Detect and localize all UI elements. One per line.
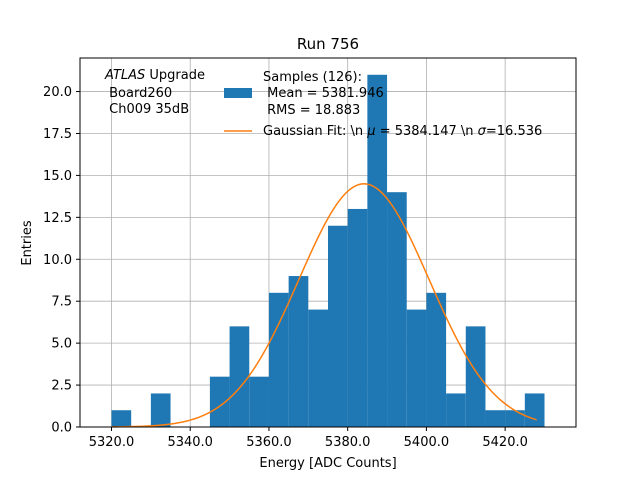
histogram-bar	[150, 393, 171, 427]
legend-fit-prefix: Gaussian Fit: \n	[263, 124, 367, 139]
y-tick-label: 0.0	[51, 421, 72, 436]
histogram-bar	[209, 376, 230, 427]
chart-title: Run 756	[297, 35, 359, 53]
legend-fit-mu-symbol: μ	[366, 124, 375, 139]
y-tick-label: 2.5	[51, 379, 72, 394]
y-tick-label: 7.5	[51, 295, 72, 310]
annotation-channel: Ch009 35dB	[105, 102, 189, 117]
x-tick-label: 5320.0	[89, 435, 135, 450]
y-tick-label: 20.0	[43, 85, 72, 100]
histogram-bar	[446, 393, 466, 427]
histogram-bar	[465, 326, 486, 427]
legend-rms: RMS = 18.883	[263, 103, 360, 118]
annotation-board: Board260	[105, 86, 172, 101]
histogram-bar	[387, 192, 407, 427]
y-tick-label: 12.5	[43, 211, 72, 226]
legend-fit-sigma-symbol: σ	[478, 124, 487, 139]
histogram-bar	[308, 309, 328, 427]
x-tick-label: 5380.0	[325, 435, 371, 450]
svg-text:ATLAS Upgrade: ATLAS Upgrade	[104, 68, 205, 83]
x-tick-label: 5400.0	[404, 435, 450, 450]
y-tick-label: 5.0	[51, 337, 72, 352]
legend: Samples (126): Mean = 5381.946 RMS = 18.…	[224, 70, 542, 139]
legend-fit-mu: = 5384.147 \n	[376, 124, 478, 139]
legend-mean: Mean = 5381.946	[263, 86, 384, 101]
histogram-bar	[288, 276, 309, 427]
x-tick-label: 5420.0	[482, 435, 528, 450]
histogram-bar	[328, 225, 348, 427]
legend-samples: Samples (126):	[263, 70, 362, 85]
histogram-bar	[485, 410, 506, 427]
plot-frame	[79, 57, 577, 428]
y-tick-label: 15.0	[43, 169, 72, 184]
svg-text:Gaussian Fit: \n μ = 5384.147: Gaussian Fit: \n μ = 5384.147 \n σ=16.53…	[263, 124, 542, 139]
annotation-upgrade: Upgrade	[145, 68, 205, 83]
histogram-bar	[426, 292, 447, 427]
histogram-bar	[406, 309, 427, 427]
y-tick-label: 17.5	[43, 127, 72, 142]
histogram-bar	[229, 326, 250, 427]
histogram-bar	[347, 208, 368, 427]
histogram-bars	[111, 74, 545, 427]
x-tick-label: 5340.0	[167, 435, 213, 450]
x-ticks: 5320.0 5340.0 5360.0 5380.0 5400.0 5420.0	[89, 427, 528, 450]
histogram-bar	[268, 292, 289, 427]
grid	[80, 58, 576, 428]
annotation-atlas: ATLAS	[104, 68, 145, 83]
y-ticks: 0.0 2.5 5.0 7.5 10.0 12.5 15.0 17.5 20.0	[43, 85, 80, 436]
histogram-bar	[111, 410, 132, 427]
atlas-annotation: ATLAS Upgrade Board260 Ch009 35dB	[104, 68, 205, 117]
legend-fit-sigma: =16.536	[486, 124, 542, 139]
x-tick-label: 5360.0	[246, 435, 292, 450]
gaussian-fit-line	[111, 183, 537, 428]
histogram-bar	[524, 393, 545, 427]
y-axis-label: Entries	[20, 220, 35, 266]
histogram-bar	[367, 74, 388, 427]
y-tick-label: 10.0	[43, 253, 72, 268]
x-axis-label: Energy [ADC Counts]	[259, 456, 396, 471]
legend-histogram-swatch	[224, 88, 252, 98]
histogram-bar	[505, 410, 525, 427]
histogram-bar	[249, 376, 269, 427]
